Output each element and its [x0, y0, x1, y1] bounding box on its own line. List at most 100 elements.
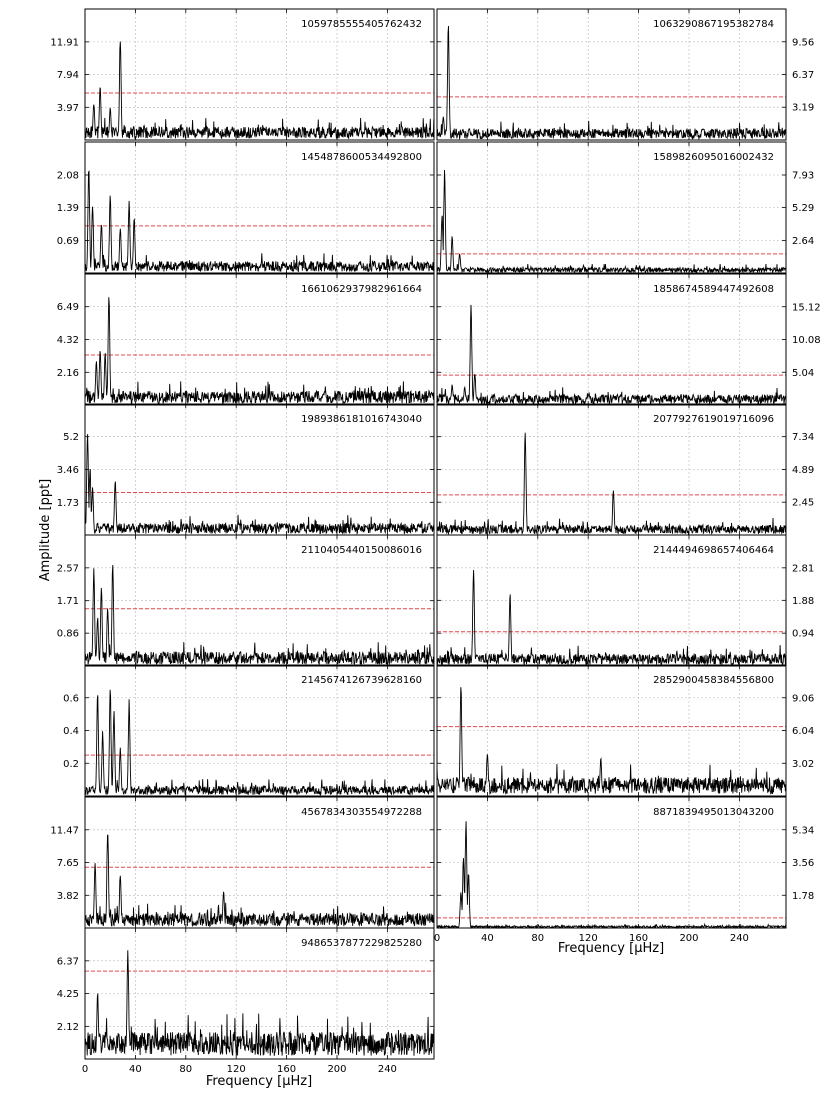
y-tick-label: 11.91 — [50, 37, 79, 48]
spectrum-line — [436, 304, 787, 406]
spectrum-line — [436, 821, 787, 930]
x-tick-label: 240 — [378, 1064, 397, 1075]
y-tick-label: 7.34 — [792, 432, 814, 443]
x-tick-label: 0 — [82, 1064, 88, 1075]
panel-1858674589447492608: 5.04 10.08 15.12 1858674589447492608 — [436, 273, 821, 406]
panel-2077927619019716096: 2.45 4.89 7.34 2077927619019716096 — [436, 403, 814, 536]
panel-2110405440150086016: 0.86 1.71 2.57 2110405440150086016 — [57, 534, 435, 667]
x-tick-label: 160 — [629, 933, 648, 944]
y-tick-label: 5.04 — [792, 368, 814, 379]
y-tick-label: 0.4 — [63, 726, 79, 737]
spectrum-line — [436, 25, 787, 141]
y-tick-label: 1.71 — [57, 596, 79, 607]
panel-id-label: 1454878600534492800 — [301, 152, 422, 163]
y-tick-label: 4.89 — [792, 465, 814, 476]
x-axis-title-left-column: Frequency [µHz] — [206, 1074, 312, 1089]
y-tick-label: 2.16 — [57, 368, 79, 379]
panel-id-label: 1589826095016002432 — [653, 152, 774, 163]
y-tick-label: 1.78 — [792, 891, 814, 902]
x-tick-label: 0 — [434, 933, 440, 944]
x-tick-label: 40 — [129, 1064, 142, 1075]
y-tick-label: 7.93 — [792, 170, 814, 181]
spectrum-line — [436, 169, 787, 274]
spectrum-line — [84, 689, 435, 797]
panel-8871839495013043200: 1.78 3.56 5.34 8871839495013043200 0 40 80 120 1… — [434, 796, 814, 944]
x-tick-label: 200 — [327, 1064, 346, 1075]
y-tick-label: 1.88 — [792, 596, 814, 607]
panel-id-label: 1989386181016743040 — [301, 414, 422, 425]
y-tick-label: 3.97 — [57, 103, 79, 114]
spectrum-line — [84, 170, 435, 273]
y-tick-label: 1.73 — [57, 498, 79, 509]
panel-2852900458384556800: 3.02 6.04 9.06 2852900458384556800 — [436, 664, 814, 797]
x-tick-label: 120 — [227, 1064, 246, 1075]
panel-2144494698657406464: 0.94 1.88 2.81 2144494698657406464 — [436, 534, 814, 667]
y-tick-label: 5.29 — [792, 203, 814, 214]
panel-1059785555405762432: 3.97 7.94 11.91 1059785555405762432 — [50, 8, 435, 141]
panel-id-label: 1858674589447492608 — [653, 284, 774, 295]
spectrum-line — [84, 297, 435, 405]
y-tick-label: 2.12 — [57, 1022, 79, 1033]
spectrum-line — [84, 834, 435, 928]
y-tick-label: 6.04 — [792, 726, 814, 737]
y-tick-label: 3.82 — [57, 891, 79, 902]
panel-id-label: 1063290867195382784 — [653, 19, 774, 30]
panel-id-label: 2145674126739628160 — [301, 675, 422, 686]
panel-id-label: 2077927619019716096 — [653, 414, 774, 425]
y-tick-label: 0.2 — [63, 759, 79, 770]
panel-id-label: 8871839495013043200 — [653, 807, 774, 818]
y-tick-label: 4.32 — [57, 335, 79, 346]
y-tick-label: 0.6 — [63, 693, 79, 704]
y-tick-label: 11.47 — [50, 825, 79, 836]
x-tick-label: 80 — [179, 1064, 192, 1075]
panel-id-label: 1661062937982961664 — [301, 284, 422, 295]
panel-id-label: 2144494698657406464 — [653, 545, 774, 556]
panel-1454878600534492800: 0.69 1.39 2.08 1454878600534492800 — [57, 141, 435, 274]
panel-id-label: 4567834303554972288 — [301, 807, 422, 818]
y-tick-label: 0.94 — [792, 629, 814, 640]
y-tick-label: 3.56 — [792, 858, 814, 869]
x-tick-label: 200 — [679, 933, 698, 944]
y-tick-label: 9.06 — [792, 693, 814, 704]
y-tick-label: 1.39 — [57, 203, 79, 214]
spectrum-line — [84, 41, 435, 140]
y-tick-label: 6.49 — [57, 302, 79, 313]
panels-group: 3.97 7.94 11.91 1059785555405762432 3.19 6.37… — [50, 8, 821, 1075]
y-tick-label: 3.46 — [57, 465, 79, 476]
y-tick-label: 2.08 — [57, 170, 79, 181]
y-tick-label: 2.64 — [792, 236, 814, 247]
y-tick-label: 3.19 — [792, 103, 814, 114]
panel-id-label: 9486537877229825280 — [301, 938, 422, 949]
panel-4567834303554972288: 3.82 7.65 11.47 4567834303554972288 — [50, 796, 435, 929]
panel-9486537877229825280: 2.12 4.25 6.37 9486537877229825280 0 40 80 120 1… — [57, 927, 435, 1075]
y-tick-label: 9.56 — [792, 37, 814, 48]
y-tick-label: 2.45 — [792, 498, 814, 509]
y-tick-label: 0.69 — [57, 236, 79, 247]
panel-1989386181016743040: 1.73 3.46 5.2 1989386181016743040 — [57, 403, 435, 536]
panel-1589826095016002432: 2.64 5.29 7.93 1589826095016002432 — [436, 141, 814, 274]
x-tick-label: 160 — [277, 1064, 296, 1075]
y-tick-label: 7.65 — [57, 858, 79, 869]
panel-id-label: 1059785555405762432 — [301, 19, 422, 30]
y-tick-label: 3.02 — [792, 759, 814, 770]
spectrum-line — [84, 950, 435, 1057]
spectrum-line — [436, 432, 787, 536]
x-tick-label: 40 — [481, 933, 494, 944]
y-tick-label: 10.08 — [792, 335, 821, 346]
y-tick-label: 7.94 — [57, 70, 79, 81]
y-tick-label: 5.2 — [63, 432, 79, 443]
x-tick-label: 240 — [730, 933, 749, 944]
panel-1661062937982961664: 2.16 4.32 6.49 1661062937982961664 — [57, 273, 435, 406]
panel-id-label: 2110405440150086016 — [301, 545, 422, 556]
y-tick-label: 4.25 — [57, 989, 79, 1000]
y-tick-label: 6.37 — [792, 70, 814, 81]
panel-id-label: 2852900458384556800 — [653, 675, 774, 686]
y-tick-label: 2.81 — [792, 563, 814, 574]
y-axis-title: Amplitude [ppt] — [38, 479, 53, 582]
y-tick-label: 0.86 — [57, 629, 79, 640]
panel-2145674126739628160: 0.2 0.4 0.6 2145674126739628160 — [63, 664, 435, 797]
x-tick-label: 80 — [531, 933, 544, 944]
x-tick-label: 120 — [579, 933, 598, 944]
y-tick-label: 15.12 — [792, 302, 821, 313]
